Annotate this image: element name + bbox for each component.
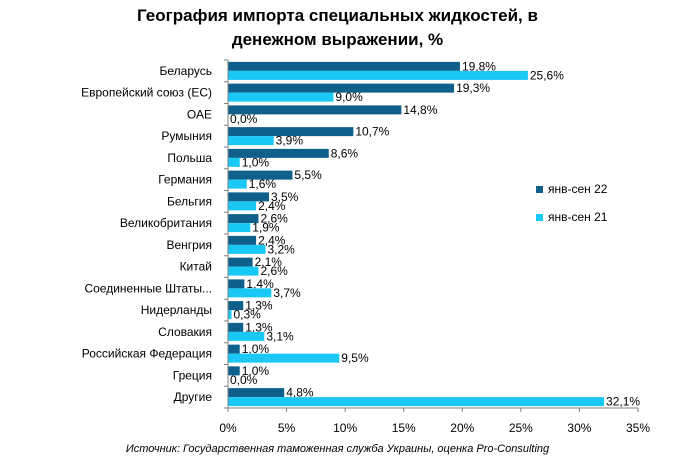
data-label-series-1: 1,4%: [246, 277, 274, 291]
data-label-series-1: 4,8%: [286, 386, 314, 400]
bar-series-1: [228, 105, 402, 115]
data-label-series-2: 25,6%: [530, 68, 564, 82]
legend-swatch-series-2: [536, 214, 543, 221]
category-label: Российская Федерация: [82, 347, 212, 361]
data-label-series-2: 2,6%: [260, 264, 288, 278]
bar-series-2: [228, 179, 247, 189]
bar-series-1: [228, 301, 244, 311]
legend-label-series-2: янв-сен 21: [548, 210, 608, 224]
data-label-series-1: 10,7%: [355, 125, 389, 139]
category-label: Греция: [173, 368, 212, 382]
x-tick-label: 30%: [567, 421, 591, 435]
bar-series-2: [228, 136, 274, 146]
category-label: Бельгия: [167, 194, 212, 208]
data-label-series-2: 9,5%: [341, 351, 369, 365]
bar-series-2: [228, 92, 334, 102]
bar-series-2: [228, 70, 528, 80]
data-label-series-2: 3,9%: [276, 134, 304, 148]
data-label-series-2: 32,1%: [606, 395, 640, 409]
legend-label-series-1: янв-сен 22: [548, 182, 608, 196]
x-tick-label: 35%: [626, 421, 650, 435]
bar-series-2: [228, 157, 240, 167]
chart-title-line-2: денежном выражении, %: [231, 30, 444, 49]
data-label-series-2: 3,7%: [273, 286, 301, 300]
data-label-series-1: 2,1%: [255, 255, 283, 269]
data-label-series-1: 2,4%: [258, 233, 286, 247]
category-label: Польша: [167, 151, 212, 165]
chart-title: География импорта специальных жидкостей,…: [0, 4, 675, 52]
bar-series-2: [228, 353, 340, 363]
category-label: Нидерланды: [141, 303, 212, 317]
source-note: Источник: Государственная таможенная слу…: [125, 443, 550, 455]
bar-series-2: [228, 331, 265, 341]
data-label-series-1: 8,6%: [331, 146, 359, 160]
data-label-series-1: 1,0%: [242, 364, 270, 378]
category-label: Европейский союз (ЕС): [81, 86, 212, 100]
x-tick-label: 5%: [278, 421, 296, 435]
category-label: Венгрия: [166, 238, 212, 252]
data-label-series-1: 3,5%: [271, 190, 299, 204]
bar-series-2: [228, 266, 259, 276]
bar-series-1: [228, 214, 259, 224]
bar-series-2: [228, 223, 251, 233]
bar-series-1: [228, 127, 354, 137]
category-label: Румыния: [161, 129, 212, 143]
bar-series-2: [228, 310, 232, 320]
data-label-series-2: 0,3%: [234, 308, 262, 322]
chart-title-line-1: География импорта специальных жидкостей,…: [137, 6, 538, 25]
data-label-series-1: 1,3%: [245, 299, 273, 313]
data-label-series-1: 14,8%: [403, 103, 437, 117]
category-label: Другие: [174, 390, 213, 404]
bar-series-1: [228, 279, 245, 289]
bar-series-1: [228, 257, 253, 267]
x-tick-label: 15%: [392, 421, 416, 435]
x-tick-label: 20%: [450, 421, 474, 435]
category-label: Китай: [180, 260, 212, 274]
data-label-series-2: 1,9%: [252, 221, 280, 235]
bar-series-2: [228, 288, 272, 298]
x-tick-label: 0%: [219, 421, 237, 435]
bar-series-1: [228, 235, 257, 245]
bar-series-1: [228, 61, 460, 71]
data-label-series-1: 1,0%: [242, 342, 270, 356]
data-label-series-2: 3,1%: [266, 329, 294, 343]
bar-series-1: [228, 344, 240, 354]
data-label-series-2: 0,0%: [230, 373, 258, 387]
data-label-series-1: 19,8%: [462, 59, 496, 73]
bar-series-1: [228, 83, 455, 93]
category-label: Великобритания: [120, 216, 212, 230]
category-label: Беларусь: [160, 64, 212, 78]
data-label-series-2: 1,6%: [249, 177, 277, 191]
x-tick-label: 25%: [509, 421, 533, 435]
bar-series-1: [228, 170, 293, 180]
data-label-series-1: 1,3%: [245, 320, 273, 334]
bar-series-1: [228, 366, 240, 376]
bar-series-2: [228, 397, 605, 407]
x-tick-label: 10%: [333, 421, 357, 435]
bar-series-1: [228, 322, 244, 332]
bar-series-2: [228, 201, 257, 211]
data-label-series-2: 3,2%: [267, 242, 295, 256]
data-label-series-2: 9,0%: [335, 90, 363, 104]
data-label-series-2: 0,0%: [230, 112, 258, 126]
bar-series-1: [228, 192, 269, 202]
data-label-series-1: 19,3%: [456, 81, 490, 95]
bar-series-2: [228, 244, 266, 254]
data-label-series-1: 5,5%: [294, 168, 322, 182]
data-label-series-2: 1,0%: [242, 155, 270, 169]
bar-series-1: [228, 148, 329, 158]
data-label-series-2: 2,4%: [258, 199, 286, 213]
category-label: Соединенные Штаты...: [84, 281, 212, 295]
legend-swatch-series-1: [536, 186, 543, 193]
category-label: Германия: [158, 173, 212, 187]
category-label: Словакия: [158, 325, 212, 339]
category-label: ОАЕ: [187, 107, 212, 121]
bar-series-1: [228, 388, 285, 398]
data-label-series-1: 2,6%: [260, 212, 288, 226]
